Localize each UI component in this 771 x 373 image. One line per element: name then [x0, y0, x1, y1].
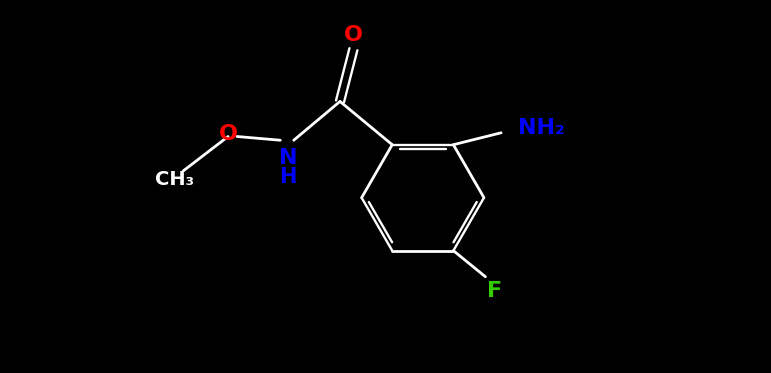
Text: NH₂: NH₂ [518, 118, 565, 138]
Text: O: O [219, 123, 237, 144]
Text: N: N [278, 148, 297, 168]
Text: F: F [487, 281, 502, 301]
Text: CH₃: CH₃ [155, 170, 194, 189]
Text: H: H [279, 167, 297, 187]
Text: O: O [344, 25, 363, 45]
